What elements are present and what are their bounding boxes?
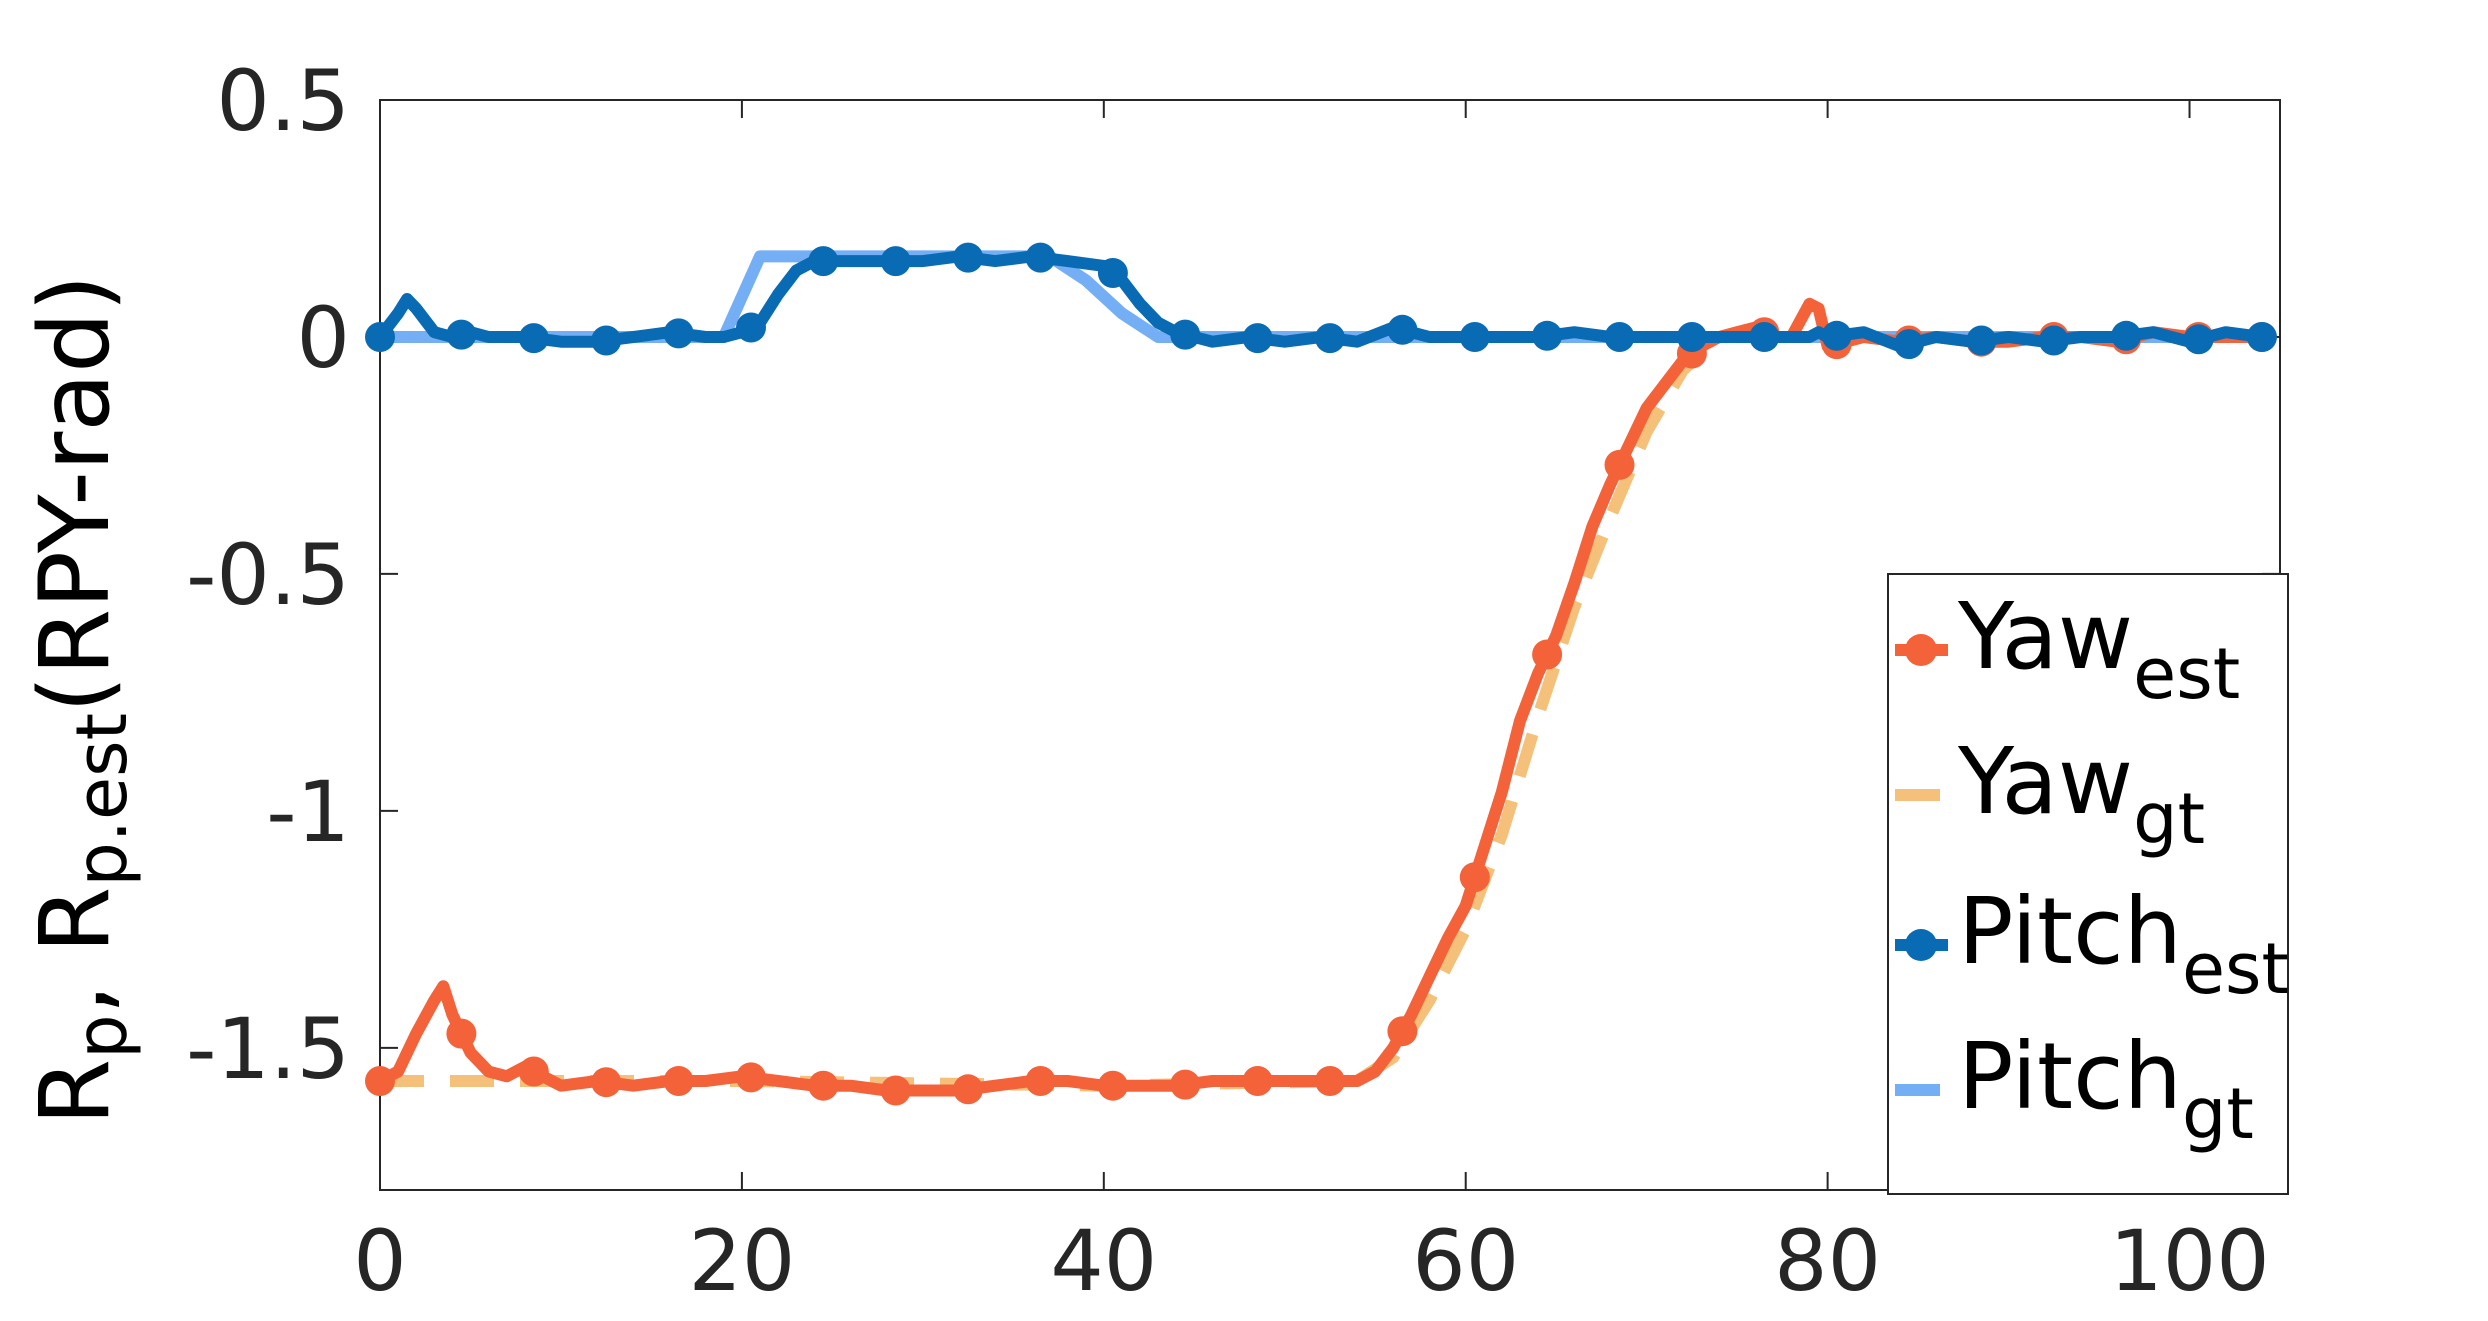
data-point-pitch-est bbox=[365, 322, 395, 352]
data-point-pitch-est bbox=[2246, 322, 2277, 352]
data-point-yaw-est bbox=[1170, 1069, 1201, 1100]
data-point-pitch-est bbox=[808, 246, 839, 277]
data-point-pitch-est bbox=[1749, 322, 1780, 352]
data-point-yaw-est bbox=[736, 1062, 766, 1093]
x-tick-label: 60 bbox=[1412, 1212, 1519, 1310]
ylabel-sub1: p bbox=[61, 1014, 143, 1058]
y-tick-label: -0.5 bbox=[186, 526, 350, 624]
data-point-pitch-est bbox=[736, 312, 766, 343]
legend-item-yaw-est: Yawest bbox=[1895, 583, 2240, 715]
legend-marker-pitch-est bbox=[1905, 929, 1937, 961]
y-axis-label: Rp, Rp.est(RPY-rad) bbox=[19, 274, 143, 1125]
data-point-yaw-est bbox=[1387, 1016, 1418, 1047]
series-line-pitch-gt bbox=[374, 250, 2268, 343]
legend-sub-pitch-est: est bbox=[2182, 928, 2289, 1010]
data-point-pitch-est bbox=[1894, 329, 1924, 360]
legend-item-pitch-gt: Pitchgt bbox=[1895, 1023, 2254, 1155]
data-point-pitch-est bbox=[1676, 322, 1707, 352]
series-pitch-est bbox=[365, 242, 2277, 360]
x-tick-label: 100 bbox=[2109, 1212, 2269, 1310]
y-tick-label: -1 bbox=[266, 763, 350, 861]
data-point-yaw-est bbox=[1459, 862, 1490, 893]
legend-sub-yaw-gt: gt bbox=[2133, 778, 2205, 860]
data-point-pitch-est bbox=[663, 318, 694, 349]
data-point-pitch-est bbox=[1604, 322, 1635, 352]
y-tick-label: -1.5 bbox=[186, 1000, 350, 1098]
legend-label-pitch-gt: Pitch bbox=[1958, 1023, 2182, 1130]
data-point-yaw-est bbox=[953, 1074, 984, 1105]
legend-item-yaw-gt: Yawgt bbox=[1895, 728, 2205, 860]
data-point-pitch-est bbox=[2183, 324, 2214, 355]
legend-marker-yaw-est bbox=[1905, 634, 1937, 666]
data-point-pitch-est bbox=[1025, 242, 1056, 273]
data-point-pitch-est bbox=[1097, 258, 1128, 288]
legend-sub-yaw-est: est bbox=[2133, 633, 2240, 715]
ylabel-prefix1: R bbox=[19, 1059, 131, 1126]
data-point-yaw-est bbox=[591, 1067, 622, 1098]
y-tick-label: 0 bbox=[297, 289, 350, 387]
data-point-pitch-est bbox=[591, 325, 622, 356]
svg-text:Pitchgt: Pitchgt bbox=[1958, 1023, 2254, 1155]
data-point-yaw-est bbox=[365, 1066, 395, 1096]
data-point-yaw-est bbox=[880, 1075, 911, 1106]
x-tick-label: 40 bbox=[1050, 1212, 1157, 1310]
ylabel-suffix: (RPY-rad) bbox=[19, 274, 131, 713]
data-point-yaw-est bbox=[663, 1066, 694, 1096]
legend-item-pitch-est: Pitchest bbox=[1895, 878, 2289, 1010]
data-point-pitch-est bbox=[1387, 314, 1418, 345]
data-point-pitch-est bbox=[2111, 320, 2142, 351]
data-point-pitch-est bbox=[880, 246, 911, 277]
svg-text:Pitchest: Pitchest bbox=[1958, 878, 2289, 1010]
x-tick-label: 0 bbox=[353, 1212, 406, 1310]
data-point-pitch-est bbox=[2038, 325, 2069, 356]
data-point-pitch-est bbox=[1821, 320, 1852, 351]
data-point-pitch-est bbox=[1459, 322, 1490, 352]
data-point-yaw-est bbox=[1604, 449, 1635, 480]
x-axis: 0 20 40 60 80 100 bbox=[353, 100, 2270, 1310]
legend-sub-pitch-gt: gt bbox=[2182, 1073, 2254, 1155]
data-point-pitch-est bbox=[518, 323, 549, 354]
legend-box bbox=[1887, 573, 2289, 1195]
data-point-yaw-est bbox=[1315, 1066, 1345, 1096]
data-point-yaw-est bbox=[1097, 1070, 1128, 1101]
data-point-pitch-est bbox=[1170, 319, 1201, 350]
data-point-pitch-est bbox=[1966, 325, 1997, 356]
data-point-pitch-est bbox=[446, 319, 477, 350]
series-layer bbox=[365, 242, 2277, 1106]
legend-label-yaw-gt: Yaw bbox=[1957, 728, 2133, 835]
legend-label-yaw-est: Yaw bbox=[1957, 583, 2133, 690]
svg-text:Rp, Rp.est(RPY-rad): Rp, Rp.est(RPY-rad) bbox=[19, 274, 143, 1125]
data-point-pitch-est bbox=[953, 242, 984, 273]
series-pitch-gt bbox=[374, 250, 2268, 343]
svg-text:Yawgt: Yawgt bbox=[1957, 728, 2205, 860]
data-point-yaw-est bbox=[518, 1056, 549, 1087]
ylabel-sub2: p.est bbox=[61, 713, 143, 887]
data-point-yaw-est bbox=[446, 1018, 477, 1049]
x-tick-label: 20 bbox=[688, 1212, 795, 1310]
svg-text:Yawest: Yawest bbox=[1957, 583, 2240, 715]
data-point-yaw-est bbox=[1242, 1066, 1273, 1096]
data-point-pitch-est bbox=[1532, 320, 1563, 351]
ylabel-sep: , R bbox=[19, 887, 131, 1015]
data-point-yaw-est bbox=[1532, 639, 1563, 670]
data-point-pitch-est bbox=[1315, 323, 1345, 354]
data-point-yaw-est bbox=[808, 1070, 839, 1101]
legend: Yawest Yawgt Pitchest Pitchgt bbox=[1887, 573, 2289, 1195]
x-tick-label: 80 bbox=[1774, 1212, 1881, 1310]
data-point-yaw-est bbox=[1025, 1066, 1056, 1096]
legend-label-pitch-est: Pitch bbox=[1958, 878, 2182, 985]
data-point-pitch-est bbox=[1242, 323, 1273, 354]
y-axis: 0.5 0 -0.5 -1 -1.5 bbox=[186, 52, 2280, 1098]
y-tick-label: 0.5 bbox=[216, 52, 350, 150]
